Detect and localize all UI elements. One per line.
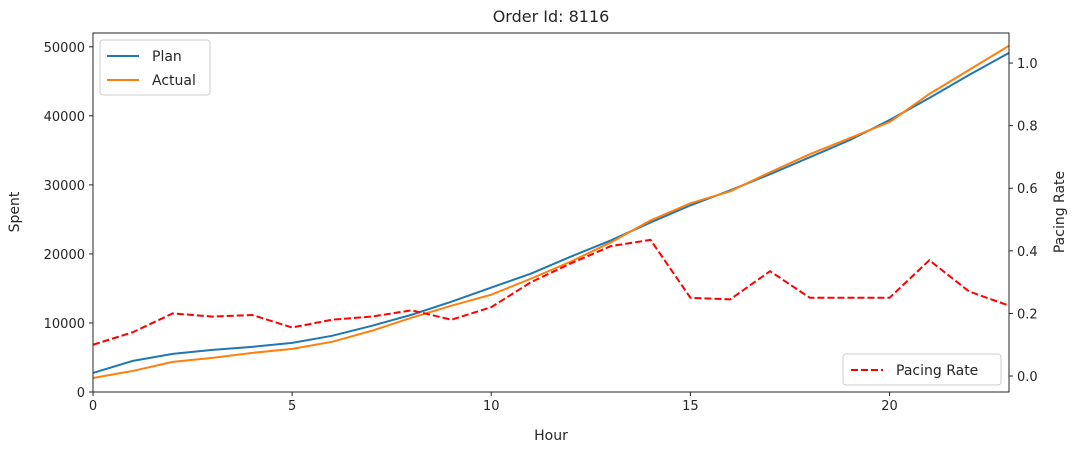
- y2-axis-label: Pacing Rate: [1052, 171, 1068, 253]
- y2-tick-label: 0.2: [1017, 307, 1038, 322]
- legend-plan-label: Plan: [152, 49, 182, 65]
- y2-tick-label: 0.4: [1017, 245, 1038, 260]
- series-line-pacing-rate: [92, 238, 1010, 346]
- legend-actual-label: Actual: [152, 73, 196, 89]
- legend-pacing-label: Pacing Rate: [896, 363, 978, 379]
- x-tick-label: 20: [881, 399, 898, 414]
- x-tick-label: 10: [483, 399, 500, 414]
- y2-tick-label: 0.8: [1017, 120, 1038, 135]
- y-tick-label: 30000: [44, 179, 85, 194]
- series-line-actual: [92, 44, 1010, 379]
- y2-tick-label: 0.6: [1017, 182, 1038, 197]
- y-tick-label: 50000: [44, 41, 85, 56]
- series-line-plan: [92, 51, 1010, 374]
- x-tick-label: 0: [89, 399, 97, 414]
- x-tick-label: 5: [288, 399, 296, 414]
- x-tick-label: 15: [682, 399, 699, 414]
- plot-frame: [92, 32, 1010, 393]
- y2-tick-label: 1.0: [1017, 57, 1038, 72]
- y2-tick-label: 0.0: [1017, 370, 1038, 385]
- y-tick-label: 0: [77, 386, 85, 401]
- y-axis-label: Spent: [7, 191, 23, 232]
- y-tick-label: 40000: [44, 110, 85, 125]
- chart-title: Order Id: 8116: [493, 7, 610, 26]
- x-axis-label: Hour: [534, 428, 568, 444]
- legend-left: Plan Actual: [99, 39, 211, 96]
- legend-right: Pacing Rate: [842, 353, 1002, 386]
- y-tick-label: 10000: [44, 317, 85, 332]
- y-tick-label: 20000: [44, 248, 85, 263]
